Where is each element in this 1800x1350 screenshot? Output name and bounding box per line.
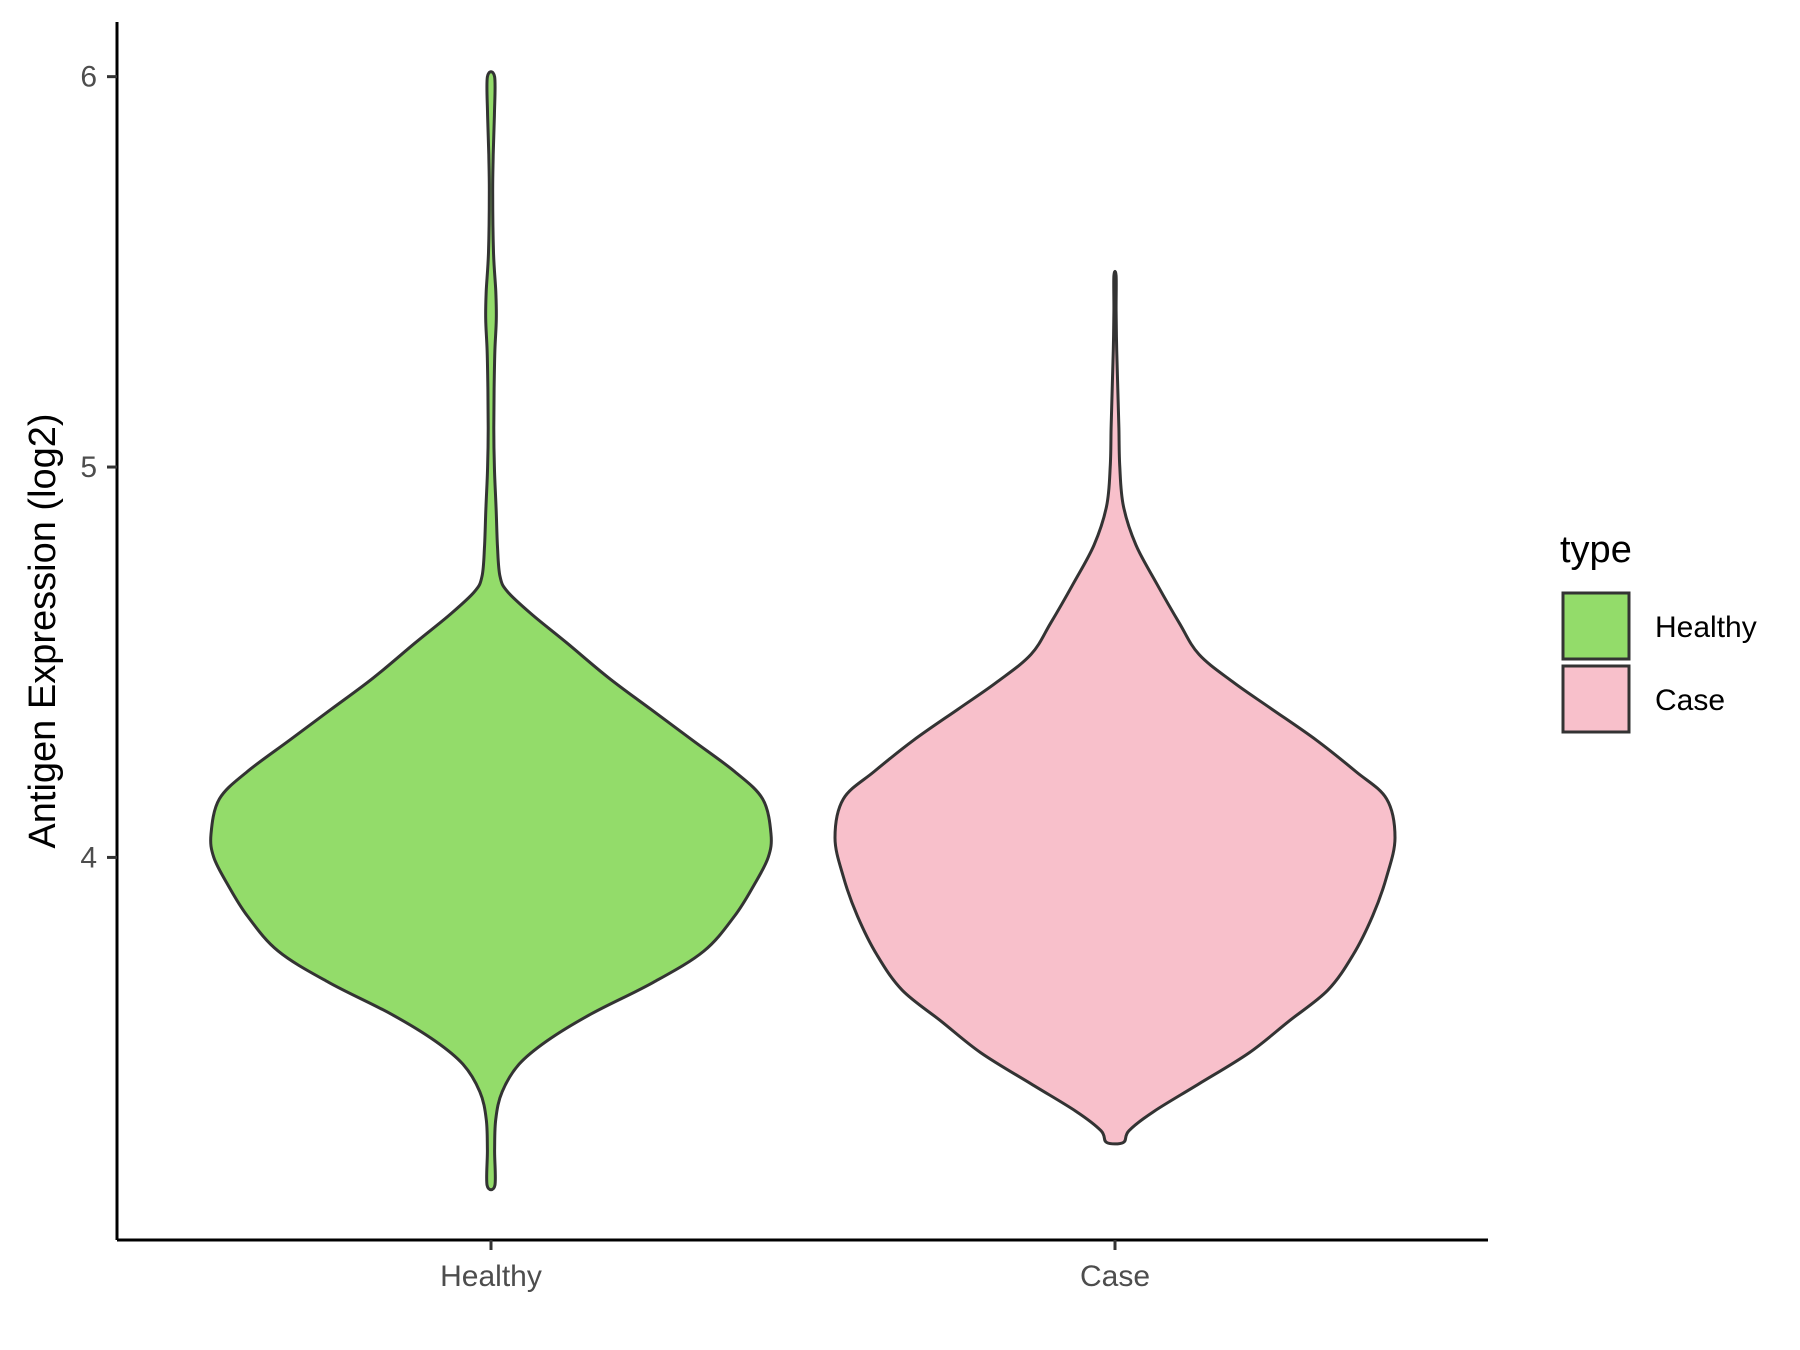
legend-label-case: Case xyxy=(1655,684,1725,717)
y-tick-label: 4 xyxy=(80,841,97,874)
legend-title: type xyxy=(1560,529,1632,571)
violin-case xyxy=(833,269,1397,1146)
x-tick-label: Case xyxy=(1080,1260,1150,1293)
x-ticks: Healthy Case xyxy=(440,1240,1150,1293)
violin-healthy xyxy=(209,70,773,1192)
y-tick-label: 6 xyxy=(80,61,97,94)
x-tick-label: Healthy xyxy=(440,1260,542,1293)
y-tick-label: 5 xyxy=(80,451,97,484)
y-axis-title: Antigen Expression (log2) xyxy=(22,413,64,848)
legend-swatch-healthy xyxy=(1561,591,1631,661)
y-ticks: 4 5 6 xyxy=(80,61,117,874)
legend: type Healthy Case xyxy=(1560,529,1757,734)
legend-label-healthy: Healthy xyxy=(1655,611,1757,644)
axes xyxy=(115,22,1488,1242)
legend-swatch-case xyxy=(1561,664,1631,734)
legend-items: Healthy Case xyxy=(1561,591,1757,734)
violin-layer xyxy=(209,70,1397,1192)
